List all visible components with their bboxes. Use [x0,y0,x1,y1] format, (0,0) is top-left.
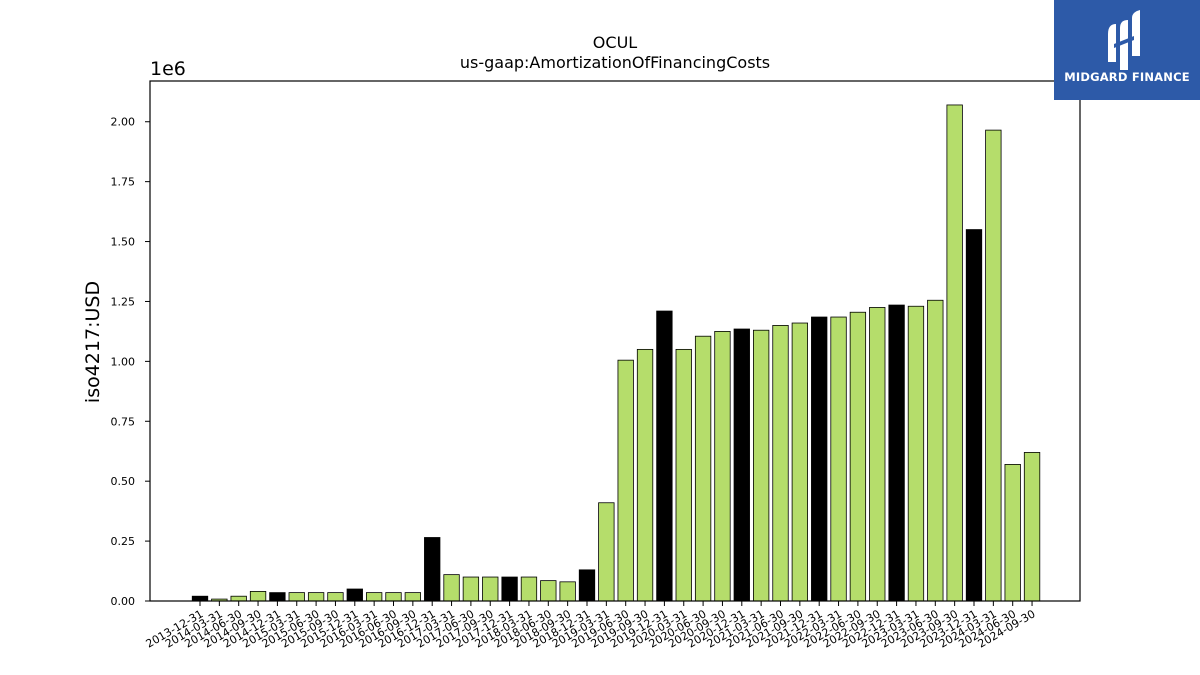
bar-2024-06-30 [1004,464,1021,602]
bar-2014-09-30 [249,591,267,602]
bar-2018-03-31 [520,576,538,602]
y-tick-label: 0.75 [111,415,136,428]
bars-layer [191,104,1041,602]
plot-frame [149,80,1081,602]
bar-2021-06-30 [772,325,789,602]
bar-2013-12-31 [191,595,209,602]
x-axis: 2013-12-312014-03-312014-06-302014-09-30… [144,601,1038,651]
bar-2019-12-31 [656,310,673,602]
bar-2016-06-30 [385,592,402,602]
bar-2020-03-31 [675,348,692,602]
bar-2021-03-31 [753,329,770,602]
y-tick-label: 0.00 [111,595,136,608]
bar-2023-12-31 [965,229,983,602]
bar-2017-12-31 [501,576,518,602]
bar-2015-09-30 [327,592,344,602]
bar-2019-06-30 [617,359,634,602]
bar-2016-12-31 [424,537,441,602]
chart-subtitle: us-gaap:AmortizationOfFinancingCosts [460,53,770,72]
bar-2022-06-30 [849,311,867,602]
bar-2024-03-31 [985,129,1002,602]
bar-2024-09-30 [1023,452,1041,602]
bar-2019-09-30 [636,348,654,602]
bar-2016-09-30 [404,592,422,602]
bar-2016-03-31 [365,592,383,602]
bar-2017-06-30 [462,576,480,602]
y-axis-label: iso4217:USD [82,281,104,403]
bar-2020-06-30 [694,335,712,602]
bar-2017-03-31 [443,574,460,602]
y-tick-label: 1.50 [111,236,136,249]
brand-logo: MIDGARD FINANCE [1054,0,1200,100]
bar-2023-06-30 [927,299,944,602]
y-tick-label: 1.00 [111,355,136,368]
bar-2018-06-30 [540,580,557,602]
brand-name: MIDGARD FINANCE [1064,70,1190,84]
y-tick-label: 0.25 [111,535,136,548]
y-tick-label: 1.25 [111,295,136,308]
bar-2018-09-30 [559,581,576,602]
midgard-logo-icon [1108,10,1140,70]
bar-2022-03-31 [830,316,847,602]
bar-2020-12-31 [733,328,750,602]
bar-2022-12-31 [888,304,905,602]
bar-2018-12-31 [578,569,596,602]
bar-2021-12-31 [811,316,828,602]
bar-2015-12-31 [346,588,363,602]
bar-2023-09-30 [946,104,963,602]
chart-title: OCUL [593,33,637,52]
bar-2017-09-30 [482,576,499,602]
y-tick-label: 2.00 [111,116,136,129]
bar-2020-09-30 [714,331,731,602]
bar-2015-03-31 [288,592,305,602]
bar-2014-12-31 [269,592,286,602]
bar-2023-03-31 [907,305,925,602]
bar-2022-09-30 [869,307,886,602]
bar-2015-06-30 [307,592,325,602]
bar-2019-03-31 [598,502,615,602]
y-tick-label: 0.50 [111,475,136,488]
y-axis-scale-label: 1e6 [150,58,186,80]
bar-2021-09-30 [791,322,808,602]
bar-2014-06-30 [230,595,247,602]
y-axis: 0.00 0.25 0.50 0.75 1.00 1.25 1.50 1.75 2.00 [111,116,150,608]
y-tick-label: 1.75 [111,176,136,189]
